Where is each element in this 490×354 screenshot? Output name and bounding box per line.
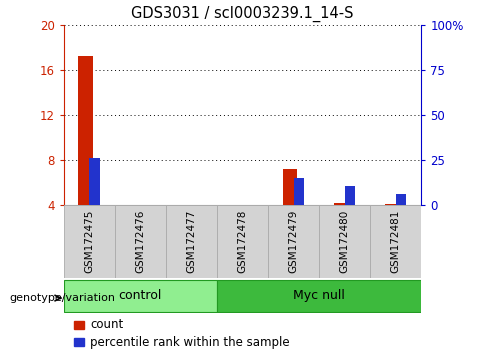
Bar [74, 338, 84, 346]
Bar [385, 204, 399, 205]
Text: GSM172478: GSM172478 [238, 210, 247, 273]
Bar [370, 205, 421, 278]
Text: GSM172477: GSM172477 [187, 210, 196, 273]
Bar [166, 205, 217, 278]
Text: Myc null: Myc null [293, 289, 345, 302]
Text: GSM172479: GSM172479 [289, 210, 298, 273]
Bar [64, 280, 217, 312]
Text: GSM172480: GSM172480 [340, 210, 350, 273]
Bar [217, 280, 421, 312]
Bar [64, 205, 115, 278]
Text: percentile rank within the sample: percentile rank within the sample [90, 336, 290, 349]
Bar [396, 194, 407, 205]
Bar [283, 169, 297, 205]
Text: genotype/variation: genotype/variation [10, 293, 116, 303]
Bar [217, 205, 268, 278]
Bar [334, 203, 348, 205]
Bar [78, 56, 93, 205]
Bar [294, 178, 304, 205]
Title: GDS3031 / scl0003239.1_14-S: GDS3031 / scl0003239.1_14-S [131, 6, 354, 22]
Text: GSM172476: GSM172476 [135, 210, 146, 273]
Bar [89, 158, 100, 205]
Text: count: count [90, 318, 123, 331]
Bar [319, 205, 370, 278]
Bar [115, 205, 166, 278]
Text: control: control [119, 289, 162, 302]
Bar [344, 186, 355, 205]
Bar [268, 205, 319, 278]
Bar [74, 321, 84, 329]
Text: GSM172481: GSM172481 [391, 210, 401, 273]
Text: GSM172475: GSM172475 [84, 210, 94, 273]
